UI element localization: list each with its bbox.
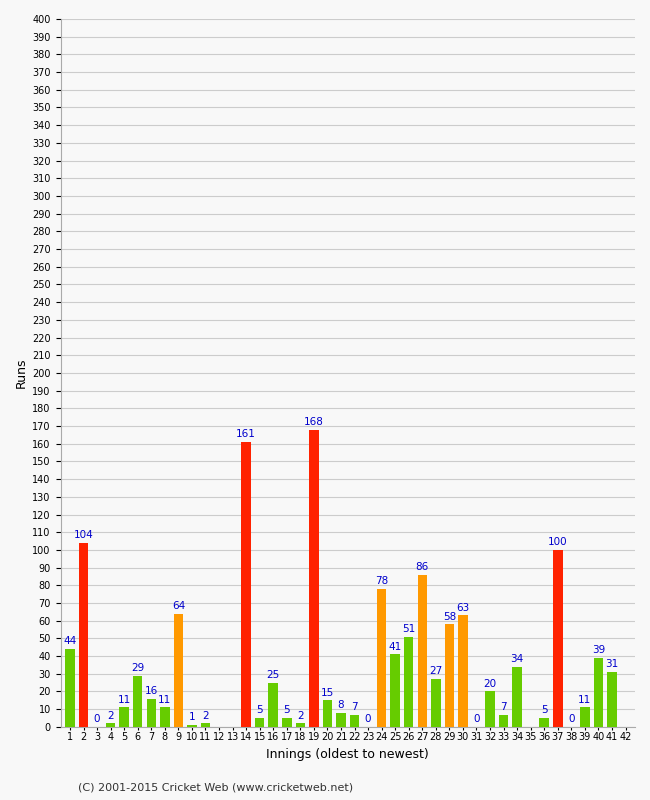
Bar (540, 718, 549, 727)
Text: 29: 29 (131, 663, 144, 673)
Text: 1: 1 (188, 713, 195, 722)
Text: 63: 63 (456, 602, 469, 613)
Text: 51: 51 (402, 624, 415, 634)
Bar (65, 649, 75, 727)
Text: 5: 5 (283, 706, 290, 715)
Text: 64: 64 (172, 601, 185, 611)
Bar (296, 723, 305, 727)
Text: 0: 0 (94, 714, 100, 724)
Bar (499, 714, 508, 727)
Bar (146, 698, 156, 727)
Text: 86: 86 (415, 562, 429, 572)
Text: 8: 8 (337, 700, 345, 710)
Bar (391, 654, 400, 727)
Text: (C) 2001-2015 Cricket Web (www.cricketweb.net): (C) 2001-2015 Cricket Web (www.cricketwe… (78, 782, 353, 792)
Text: 11: 11 (118, 694, 131, 705)
Bar (241, 442, 251, 727)
Text: 27: 27 (429, 666, 443, 677)
Text: 5: 5 (256, 706, 263, 715)
Bar (160, 707, 170, 727)
Text: 2: 2 (297, 710, 304, 721)
Bar (350, 714, 359, 727)
Bar (309, 430, 318, 727)
Bar (512, 666, 522, 727)
Bar (268, 682, 278, 727)
Bar (431, 679, 441, 727)
Bar (322, 700, 332, 727)
Text: 39: 39 (592, 646, 605, 655)
Text: 25: 25 (266, 670, 280, 680)
Text: 31: 31 (605, 659, 619, 670)
Bar (445, 624, 454, 727)
Bar (580, 707, 590, 727)
Text: 161: 161 (236, 430, 256, 439)
Text: 11: 11 (578, 694, 592, 705)
Text: 78: 78 (375, 576, 388, 586)
Bar (404, 637, 413, 727)
Bar (417, 574, 427, 727)
Bar (336, 713, 346, 727)
Bar (79, 543, 88, 727)
Bar (106, 723, 116, 727)
Bar (593, 658, 603, 727)
Text: 20: 20 (484, 679, 497, 689)
Text: 7: 7 (500, 702, 507, 712)
Text: 41: 41 (389, 642, 402, 652)
Text: 104: 104 (73, 530, 94, 540)
Bar (174, 614, 183, 727)
Bar (607, 672, 617, 727)
Text: 0: 0 (365, 714, 371, 724)
Bar (201, 723, 210, 727)
Bar (120, 707, 129, 727)
Text: 2: 2 (107, 710, 114, 721)
Text: 7: 7 (351, 702, 358, 712)
Text: 44: 44 (63, 636, 77, 646)
Bar (486, 691, 495, 727)
Text: 168: 168 (304, 417, 324, 427)
Bar (133, 675, 142, 727)
Bar (187, 725, 197, 727)
Text: 0: 0 (568, 714, 575, 724)
Text: 100: 100 (548, 538, 567, 547)
Text: 5: 5 (541, 706, 547, 715)
Bar (377, 589, 386, 727)
Text: 0: 0 (473, 714, 480, 724)
Text: 11: 11 (158, 694, 172, 705)
Text: 34: 34 (510, 654, 524, 664)
Y-axis label: Runs: Runs (15, 358, 28, 388)
Bar (553, 550, 562, 727)
Bar (282, 718, 292, 727)
Text: 58: 58 (443, 611, 456, 622)
Text: 2: 2 (202, 710, 209, 721)
Bar (255, 718, 265, 727)
Text: 15: 15 (321, 688, 334, 698)
Text: 16: 16 (145, 686, 158, 696)
Bar (458, 615, 467, 727)
X-axis label: Innings (oldest to newest): Innings (oldest to newest) (266, 748, 429, 761)
